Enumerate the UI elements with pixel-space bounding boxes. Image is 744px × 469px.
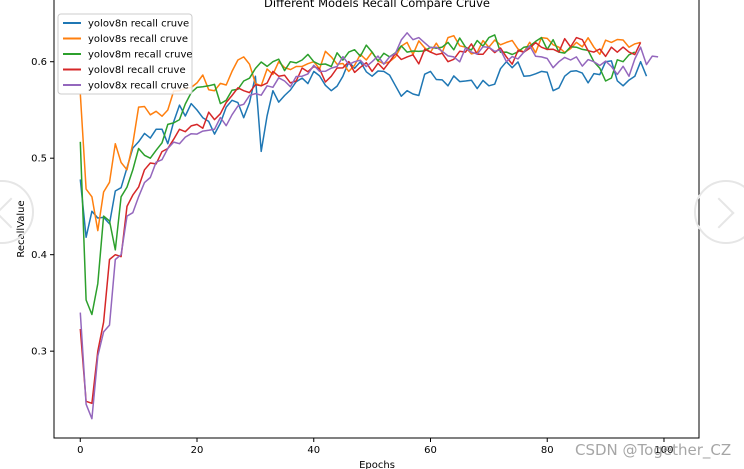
y-tick-label: 0.6: [31, 57, 47, 68]
x-tick-label: 0: [77, 445, 83, 456]
chevron-right-icon[interactable]: [694, 180, 744, 244]
series-line-yolov8m: [79, 34, 636, 316]
watermark: CSDN @Together_CZ: [575, 441, 732, 459]
legend-label: yolov8x recall cruve: [88, 81, 189, 92]
chart-title: Different Models Recall Compare Cruve: [264, 0, 490, 10]
x-tick-label: 60: [424, 445, 437, 456]
x-tick-label: 100: [654, 445, 673, 456]
legend-box: [57, 13, 193, 95]
legend-label: yolov8l recall cruve: [88, 65, 186, 76]
y-tick-label: 0.4: [31, 250, 47, 261]
series-line-yolov8n: [79, 60, 648, 239]
x-tick-label: 20: [191, 445, 204, 456]
x-axis-label: Epochs: [359, 460, 395, 469]
legend: yolov8n recall cruve yolov8s recall cruve…: [57, 13, 193, 95]
x-tick-label: 80: [541, 445, 554, 456]
y-tick-label: 0.3: [31, 347, 47, 358]
series-line-yolov8l: [79, 36, 642, 405]
y-tick-label: 0.5: [31, 154, 47, 165]
legend-label: yolov8m recall cruve: [88, 50, 193, 61]
legend-label: yolov8s recall cruve: [88, 34, 188, 45]
series-line-yolov8x: [79, 32, 659, 420]
legend-label: yolov8n recall cruve: [88, 19, 189, 30]
x-tick-label: 40: [307, 445, 320, 456]
